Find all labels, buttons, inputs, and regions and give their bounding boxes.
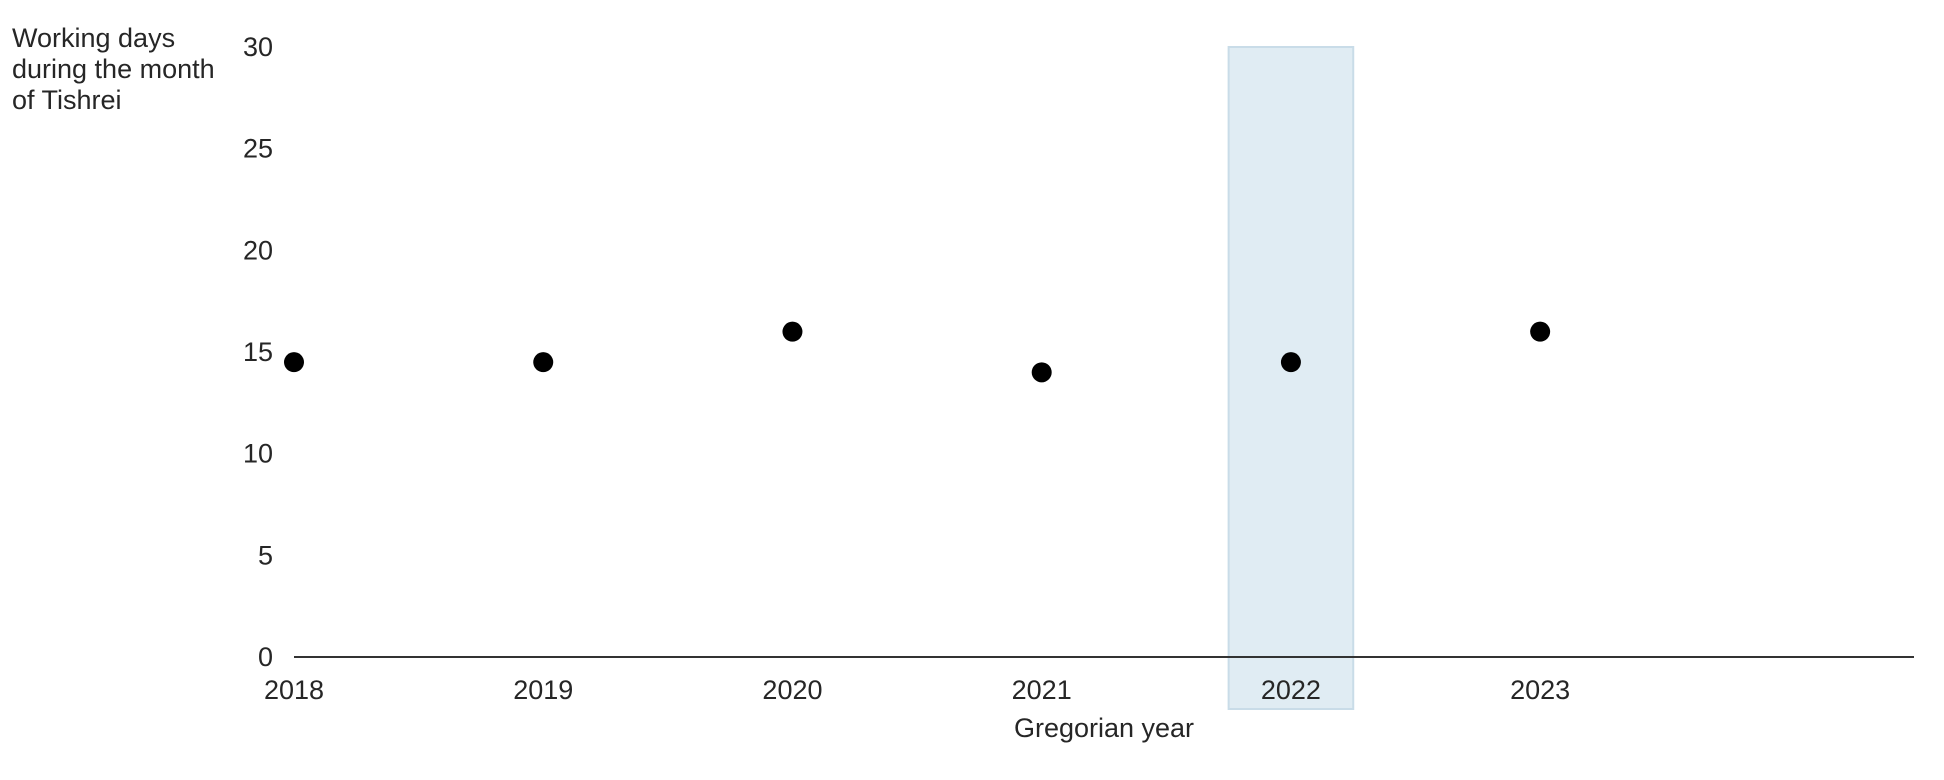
y-tick-label: 5 (258, 540, 273, 570)
y-tick-label: 30 (243, 32, 273, 62)
y-axis-label-line-3: of Tishrei (12, 85, 122, 115)
x-tick-label: 2020 (762, 675, 822, 705)
y-tick-label: 25 (243, 134, 273, 164)
y-tick-label: 10 (243, 439, 273, 469)
data-points (284, 321, 1551, 383)
data-point (284, 352, 304, 373)
y-tick-label: 0 (258, 642, 273, 672)
y-axis-label-line-2: during the month (12, 54, 215, 84)
y-axis-ticks: 0 5 10 15 20 25 30 (243, 32, 273, 672)
data-point (1530, 321, 1551, 342)
x-tick-label: 2018 (264, 675, 324, 705)
data-point (1031, 362, 1052, 383)
y-tick-label: 15 (243, 337, 273, 367)
x-tick-label: 2022 (1261, 675, 1321, 705)
y-tick-label: 20 (243, 235, 273, 265)
y-axis-label: Working days during the month of Tishrei (12, 23, 222, 115)
x-tick-label: 2023 (1510, 675, 1570, 705)
x-tick-label: 2021 (1012, 675, 1072, 705)
data-point (782, 321, 803, 342)
x-axis-label: Gregorian year (1014, 713, 1194, 743)
y-axis-label-line-1: Working days (12, 23, 175, 53)
data-point (533, 352, 554, 373)
x-axis-ticks: 2018 2019 2020 2021 2022 2023 (264, 675, 1570, 705)
highlight-band-2022 (1227, 46, 1355, 710)
x-tick-label: 2019 (513, 675, 573, 705)
data-point (1280, 352, 1301, 373)
